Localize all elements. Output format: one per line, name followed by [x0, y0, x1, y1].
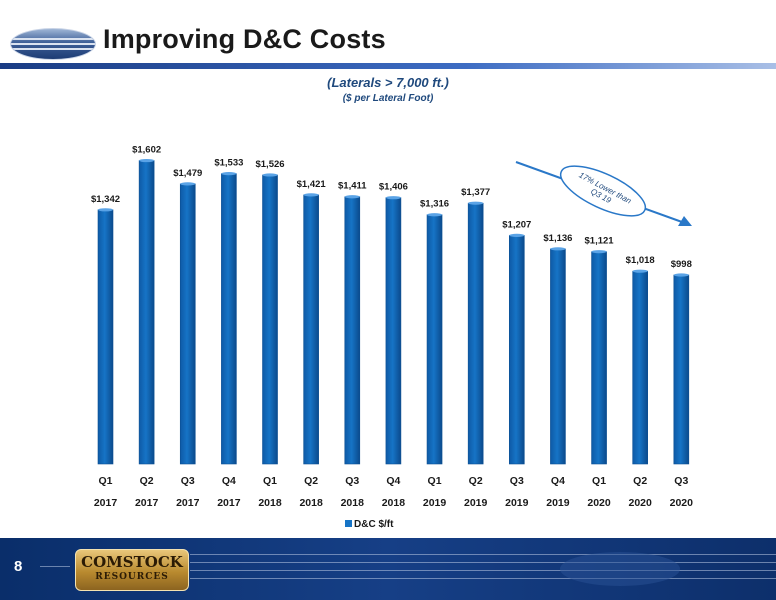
chart-title: (Laterals > 7,000 ft.): [327, 75, 449, 90]
data-label: $1,421: [297, 179, 327, 190]
data-label: $1,526: [255, 159, 284, 170]
data-label: $1,018: [626, 255, 655, 266]
bar-q2-2020: [632, 270, 648, 465]
x-tick-label-year: 2018: [299, 497, 323, 509]
bar-cap: [427, 213, 443, 217]
bar-cap: [98, 208, 113, 212]
data-label: $1,136: [543, 233, 572, 244]
data-label: $1,377: [461, 187, 490, 198]
x-tick-label-year: 2018: [258, 497, 282, 509]
x-tick-label-quarter: Q1: [263, 475, 277, 487]
bar-cap: [221, 172, 237, 176]
footer-bar: 8 COMSTOCK RESOURCES: [0, 538, 776, 600]
x-tick-label-quarter: Q2: [140, 475, 154, 487]
bar-cap: [550, 247, 566, 251]
x-tick-label-quarter: Q2: [633, 475, 647, 487]
bar-q2-2019: [467, 202, 484, 465]
bar-cap: [344, 195, 360, 199]
bar-q3-2017: [179, 183, 196, 465]
bar-q1-2020: [591, 251, 607, 465]
bar-q4-2019: [550, 248, 566, 465]
legend-swatch: [345, 520, 352, 527]
footer-watermark-logo: [560, 552, 680, 586]
company-badge-logo: [10, 28, 96, 60]
annotation-callout-ellipse: [559, 165, 647, 217]
bar-cap: [303, 193, 319, 197]
x-tick-label-year: 2017: [176, 497, 200, 509]
data-label: $1,207: [502, 219, 531, 230]
bar-cap: [139, 158, 155, 163]
chart-subtitle: ($ per Lateral Foot): [342, 93, 434, 104]
bar-q4-2018: [385, 197, 402, 465]
bar-cap: [591, 250, 607, 254]
x-tick-label-quarter: Q1: [592, 475, 606, 487]
x-tick-label-quarter: Q4: [551, 475, 565, 487]
page-title: Improving D&C Costs: [103, 24, 386, 54]
bar-cap: [632, 269, 648, 273]
bar-q3-2020: [673, 274, 690, 465]
trend-arrow-head: [678, 216, 692, 226]
data-label: $1,342: [91, 194, 120, 205]
data-label: $1,533: [214, 158, 243, 169]
x-tick-label-year: 2019: [464, 497, 488, 509]
x-tick-label-quarter: Q3: [674, 475, 688, 487]
bar-q2-2017: [138, 160, 155, 465]
data-label: $1,411: [338, 181, 367, 192]
bar-q1-2018: [262, 174, 278, 465]
x-tick-label-quarter: Q2: [304, 475, 318, 487]
header-rule: [0, 63, 776, 69]
bar-cap: [673, 273, 689, 277]
bar-q3-2018: [344, 196, 361, 465]
x-tick-label-year: 2019: [423, 497, 447, 509]
data-label: $1,479: [173, 168, 202, 179]
x-tick-label-year: 2017: [135, 497, 159, 509]
comstock-logo: COMSTOCK RESOURCES: [75, 549, 189, 591]
bar-cap: [180, 182, 196, 186]
data-label: $998: [671, 259, 692, 270]
data-label: $1,602: [132, 145, 161, 156]
data-label: $1,406: [379, 182, 408, 193]
x-tick-label-year: 2019: [546, 497, 570, 509]
legend-label: D&C $/ft: [354, 519, 394, 530]
x-tick-label-quarter: Q4: [222, 475, 236, 487]
bar-q3-2019: [508, 235, 525, 465]
bar-chart: $1,342 Q1 2017 $1,602 Q2 2017 $1,479 Q3 2017 $1,5…: [91, 145, 694, 530]
bar-q1-2019: [426, 214, 443, 465]
x-tick-label-year: 2017: [217, 497, 241, 509]
x-tick-label-year: 2018: [382, 497, 406, 509]
x-tick-label-quarter: Q3: [510, 475, 524, 487]
x-tick-label-quarter: Q1: [98, 475, 112, 487]
x-tick-label-year: 2019: [505, 497, 529, 509]
page-number: 8: [14, 558, 23, 575]
x-tick-label-year: 2020: [670, 497, 694, 509]
x-tick-label-year: 2018: [341, 497, 365, 509]
x-tick-label-quarter: Q4: [386, 475, 400, 487]
x-tick-label-quarter: Q3: [345, 475, 359, 487]
data-label: $1,316: [420, 199, 449, 210]
bar-cap: [509, 233, 525, 237]
bar-cap: [385, 196, 401, 200]
x-tick-label-quarter: Q2: [469, 475, 483, 487]
bar-cap: [262, 173, 278, 177]
x-tick-label-quarter: Q1: [428, 475, 442, 487]
bar-q2-2018: [303, 194, 319, 465]
bar-q4-2017: [221, 173, 237, 465]
data-label: $1,121: [585, 236, 615, 247]
x-tick-label-quarter: Q3: [181, 475, 195, 487]
x-tick-label-year: 2020: [629, 497, 653, 509]
bar-q1-2017: [97, 209, 114, 465]
x-tick-label-year: 2017: [94, 497, 118, 509]
x-tick-label-year: 2020: [587, 497, 611, 509]
bar-cap: [468, 201, 484, 205]
